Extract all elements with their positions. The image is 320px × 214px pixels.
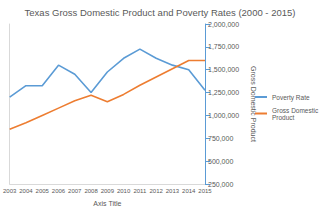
svg-text:2011: 2011 [133,188,147,194]
svg-text:2004: 2004 [19,188,33,194]
svg-text:Poverty Rate: Poverty Rate [272,94,310,102]
svg-text:2012: 2012 [149,188,163,194]
svg-text:750,000: 750,000 [208,135,233,142]
svg-text:2006: 2006 [52,188,66,194]
svg-text:Gross Domestic Product: Gross Domestic Product [250,66,257,142]
svg-text:2009: 2009 [101,188,115,194]
svg-text:Product: Product [272,114,295,121]
svg-text:Gross Domestic: Gross Domestic [272,107,320,114]
svg-text:2013: 2013 [166,188,180,194]
svg-text:2007: 2007 [68,188,82,194]
svg-text:Texas Gross Domestic Product a: Texas Gross Domestic Product and Poverty… [25,7,296,18]
svg-text:250,000: 250,000 [208,181,233,188]
svg-text:1,500,000: 1,500,000 [208,66,239,73]
svg-text:2010: 2010 [117,188,131,194]
svg-text:1,000,000: 1,000,000 [208,112,239,119]
svg-text:2014: 2014 [182,188,196,194]
svg-text:Axis Title: Axis Title [93,200,121,207]
svg-text:1,750,000: 1,750,000 [208,43,239,50]
svg-text:2015: 2015 [198,188,212,194]
svg-text:2003: 2003 [3,188,17,194]
svg-text:500,000: 500,000 [208,158,233,165]
svg-text:2,000,000: 2,000,000 [208,21,239,28]
svg-text:2008: 2008 [84,188,98,194]
svg-text:2005: 2005 [36,188,50,194]
svg-text:1,250,000: 1,250,000 [208,89,239,96]
